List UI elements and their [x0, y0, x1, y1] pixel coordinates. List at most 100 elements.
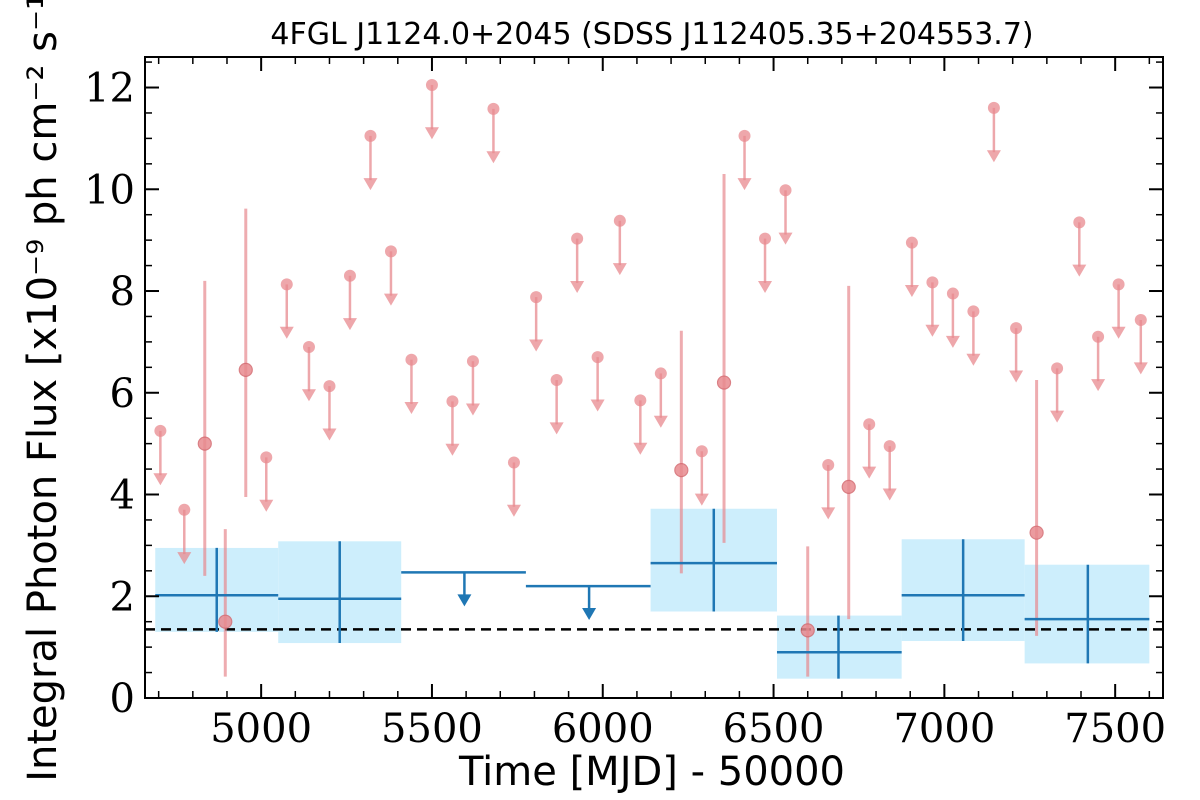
short-bin-detection-point — [800, 623, 815, 638]
short-bin-upper-limit-arrow — [1050, 410, 1065, 423]
y-tick-label: 12 — [84, 66, 135, 112]
long-bin-upper-limit-arrow — [582, 608, 597, 621]
short-bin-upper-limit-arrow — [758, 280, 773, 293]
short-bin-upper-limit-point — [1010, 322, 1023, 335]
short-bin-upper-limit-point — [323, 380, 336, 393]
short-bin-upper-limit-point — [343, 269, 356, 282]
short-bin-upper-limit-arrow — [486, 151, 501, 164]
short-bin-upper-limit-point — [1092, 330, 1105, 343]
short-bin-upper-limit-point — [446, 395, 459, 408]
short-bin-upper-limit-point — [466, 355, 479, 368]
short-bin-upper-limit-point — [613, 214, 626, 227]
short-bin-upper-limit-point — [530, 291, 543, 304]
short-bin-upper-limit-point — [1112, 278, 1125, 291]
short-bin-upper-limit-arrow — [1111, 326, 1126, 339]
short-bin-upper-limit-arrow — [322, 428, 337, 441]
short-bin-upper-limit-arrow — [966, 353, 981, 366]
short-bin-upper-limit-arrow — [465, 403, 480, 416]
short-bin-upper-limit-arrow — [737, 178, 752, 191]
short-bin-upper-limit-point — [695, 445, 708, 458]
short-bin-detection-point — [841, 479, 856, 494]
x-tick-label: 5000 — [210, 706, 312, 752]
short-bin-upper-limit-arrow — [778, 232, 793, 245]
short-bin-upper-limit-arrow — [1009, 370, 1024, 383]
short-bin-upper-limit-point — [987, 101, 1000, 114]
short-bin-upper-limit-arrow — [549, 422, 564, 435]
y-axis-label: Integral Photon Flux [x10⁻⁹ ph cm⁻² s⁻¹] — [20, 0, 66, 782]
short-bin-upper-limit-point — [863, 418, 876, 431]
axes: 5000 5500 6000 6500 7000 7500 0 2 4 6 8 10 12 — [84, 56, 1166, 752]
short-bin-upper-limit-arrow — [301, 389, 316, 402]
short-bin-detection-point — [218, 614, 233, 629]
short-bin-upper-limit-arrow — [383, 293, 398, 306]
short-bin-upper-limit-point — [654, 367, 667, 380]
short-bin-upper-limit-arrow — [445, 443, 460, 456]
short-bin-upper-limit-arrow — [363, 178, 378, 191]
short-bin-upper-limit-arrow — [904, 285, 919, 298]
long-bin-upper-limit-arrow — [457, 594, 472, 607]
short-bin-upper-limit-arrow — [633, 442, 648, 455]
short-bin-upper-limit-point — [946, 287, 959, 300]
short-bin-upper-limit-arrow — [259, 499, 274, 512]
short-bin-upper-limit-point — [302, 340, 315, 353]
short-bin-upper-limit-arrow — [1133, 362, 1148, 375]
short-bin-upper-limit-point — [634, 394, 647, 407]
short-bin-upper-limit-point — [571, 232, 584, 245]
short-bin-upper-limit-arrow — [694, 493, 709, 506]
short-bin-upper-limit-point — [384, 245, 397, 258]
short-bin-upper-limit-arrow — [404, 402, 419, 415]
short-bin-upper-limit-arrow — [925, 324, 940, 337]
short-bin-upper-limit-arrow — [506, 504, 521, 517]
short-bin-upper-limit-point — [738, 129, 751, 142]
short-bin-upper-limit-point — [260, 451, 273, 464]
short-bin-detection-point — [716, 375, 732, 390]
y-tick-label: 10 — [84, 167, 135, 213]
y-tick-label: 6 — [110, 371, 135, 417]
short-bin-upper-limit-point — [1134, 314, 1147, 327]
short-bin-upper-limit-point — [364, 129, 377, 142]
plot-frame — [144, 56, 1164, 699]
short-bin-upper-limit-point — [550, 374, 563, 387]
short-bin-detection-point — [1029, 525, 1044, 540]
short-bin-upper-limit-arrow — [882, 488, 897, 501]
short-bin-upper-limit-arrow — [529, 339, 544, 352]
short-bin-upper-limit-arrow — [1072, 264, 1087, 277]
x-tick-label: 6000 — [552, 706, 654, 752]
x-tick-label: 7000 — [893, 706, 995, 752]
short-bin-upper-limit-point — [487, 102, 500, 115]
short-bin-upper-limit-arrow — [279, 326, 294, 339]
y-tick-label: 4 — [110, 473, 135, 519]
short-bin-upper-limit-arrow — [986, 150, 1001, 163]
short-bin-upper-limit-point — [425, 78, 438, 91]
short-bin-upper-limit-point — [759, 232, 772, 245]
y-tick-label: 2 — [110, 574, 135, 620]
short-bin-upper-limit-arrow — [1091, 379, 1106, 392]
short-bin-upper-limit-arrow — [821, 507, 836, 520]
short-bin-upper-limit-arrow — [570, 280, 585, 293]
short-bin-upper-limit-point — [591, 351, 604, 364]
short-bin-upper-limit-point — [1051, 362, 1064, 375]
x-tick-label: 6500 — [723, 706, 825, 752]
short-bin-upper-limit-arrow — [590, 399, 605, 412]
short-bin-upper-limit-point — [926, 276, 939, 289]
short-bin-upper-limit-arrow — [612, 263, 627, 276]
short-bin-upper-limit-point — [967, 305, 980, 318]
x-tick-label: 5500 — [381, 706, 483, 752]
short-bin-upper-limit-point — [405, 353, 418, 366]
short-bin-upper-limit-point — [883, 440, 896, 453]
x-tick-label: 7500 — [1064, 706, 1166, 752]
short-bin-upper-limit-point — [154, 424, 167, 437]
short-bin-upper-limit-arrow — [424, 127, 439, 140]
short-bin-detection-point — [674, 462, 689, 478]
plot-area — [145, 78, 1163, 679]
short-bin-detection-point — [197, 436, 212, 451]
short-bin-upper-limit-point — [822, 459, 835, 472]
short-bin-upper-limit-point — [779, 184, 792, 197]
short-bin-upper-limit-arrow — [653, 415, 668, 428]
short-bin-upper-limit-arrow — [342, 318, 357, 331]
short-bin-upper-limit-arrow — [862, 466, 877, 479]
plot-layer — [145, 78, 1163, 679]
short-bin-upper-limit-arrow — [945, 335, 960, 348]
short-bin-upper-limit-point — [178, 503, 191, 516]
